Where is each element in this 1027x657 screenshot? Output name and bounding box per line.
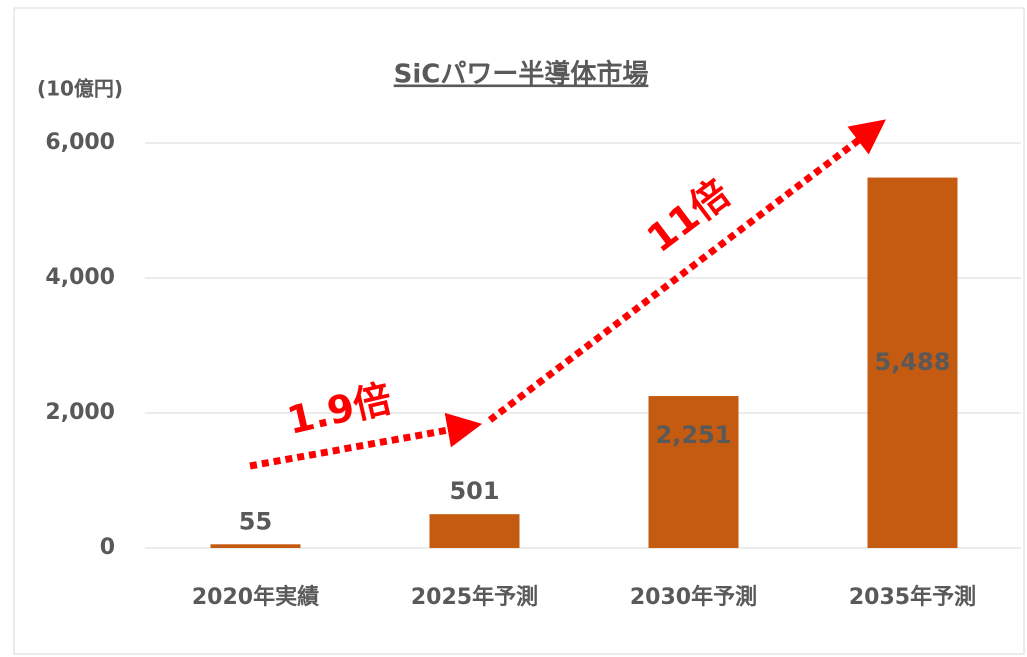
arrow	[487, 119, 886, 423]
bar	[429, 514, 520, 548]
data-label: 55	[239, 507, 272, 535]
x-tick-label: 2020年実績	[192, 584, 319, 610]
y-tick-label: 6,000	[45, 130, 115, 155]
y-tick-label: 2,000	[45, 400, 115, 425]
data-label: 2,251	[656, 421, 732, 449]
y-tick-label: 4,000	[45, 265, 115, 290]
bar	[210, 544, 301, 548]
x-tick-label: 2030年予測	[630, 584, 757, 610]
y-tick-label: 0	[100, 535, 115, 560]
y-unit: (10億円)	[37, 77, 123, 101]
chart-title: SiCパワー半導体市場	[394, 59, 649, 90]
x-tick-label: 2035年予測	[849, 584, 976, 610]
bar	[648, 396, 739, 548]
bar	[867, 177, 958, 548]
arrow	[249, 412, 483, 470]
data-label: 501	[449, 477, 499, 505]
x-tick-label: 2025年予測	[411, 584, 538, 610]
data-label: 5,488	[875, 348, 951, 376]
